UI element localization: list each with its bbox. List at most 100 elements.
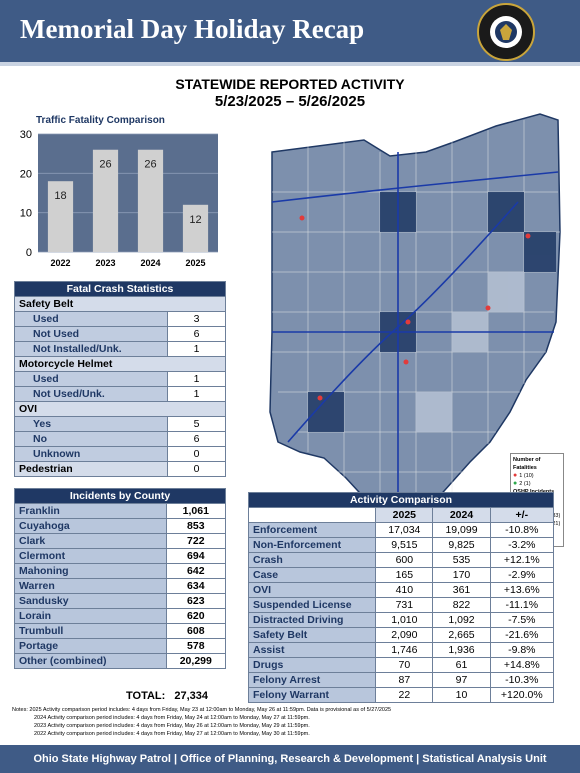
fatal-group-value: 0 — [167, 461, 226, 477]
table-row: Trumbull 608 — [14, 623, 227, 639]
activity-change: -10.8% — [489, 522, 555, 538]
activity-change: +12.1% — [489, 552, 555, 568]
county-value: 722 — [165, 533, 227, 549]
county-name: Franklin — [14, 503, 167, 519]
activity-label: Safety Belt — [247, 627, 377, 643]
activity-change: -10.3% — [489, 672, 555, 688]
table-row: Cuyahoga 853 — [14, 518, 227, 534]
fatal-row-value: 1 — [167, 341, 226, 357]
notes-block: Notes: 2025 Activity comparison period i… — [12, 706, 391, 738]
county-name: Other (combined) — [14, 653, 167, 669]
incidents-total: TOTAL: 27,334 — [126, 690, 208, 702]
y-tick-label: 20 — [20, 168, 32, 180]
x-tick-label: 2022 — [50, 258, 70, 268]
fatal-row-label: Used — [14, 371, 168, 387]
fatal-row-value: 6 — [167, 326, 226, 342]
county-name: Clermont — [14, 548, 167, 564]
table-row: Felony Warrant 22 10 +120.0% — [247, 687, 555, 703]
x-tick-label: 2023 — [95, 258, 115, 268]
activity-2025: 410 — [375, 582, 434, 598]
activity-comparison-table: Activity Comparison 2025 2024 +/- Enforc… — [247, 492, 555, 703]
activity-2025: 87 — [375, 672, 434, 688]
activity-label: OVI — [247, 582, 377, 598]
activity-label: Distracted Driving — [247, 612, 377, 628]
fatal-table-title: Fatal Crash Statistics — [14, 281, 226, 297]
activity-2025: 70 — [375, 657, 434, 673]
activity-change: -3.2% — [489, 537, 555, 553]
county-name: Clark — [14, 533, 167, 549]
activity-change: -11.1% — [489, 597, 555, 613]
activity-2025: 17,034 — [375, 522, 434, 538]
table-row: Other (combined) 20,299 — [14, 653, 227, 669]
fatal-group-label: Pedestrian — [14, 461, 168, 477]
fatal-row-label: Not Installed/Unk. — [14, 341, 168, 357]
footer-bar: Ohio State Highway Patrol | Office of Pl… — [0, 745, 580, 773]
fatal-crash-table: Fatal Crash Statistics Safety Belt Used 3 N… — [14, 281, 226, 477]
fatal-group-label: Motorcycle Helmet — [14, 356, 226, 372]
county-value: 620 — [165, 608, 227, 624]
total-value: 27,334 — [174, 690, 209, 702]
activity-2024: 61 — [432, 657, 491, 673]
table-row: Enforcement 17,034 19,099 -10.8% — [247, 522, 555, 538]
fatal-row-value: 6 — [167, 431, 226, 447]
activity-label: Enforcement — [247, 522, 377, 538]
county-value: 853 — [165, 518, 227, 534]
activity-2024: 19,099 — [432, 522, 491, 538]
activity-change: -7.5% — [489, 612, 555, 628]
county-value: 20,299 — [165, 653, 227, 669]
y-tick-label: 30 — [20, 129, 32, 141]
table-row: Franklin 1,061 — [14, 503, 227, 519]
activity-2025: 2,090 — [375, 627, 434, 643]
note-line: 2024 Activity comparison period includes… — [34, 715, 310, 721]
county-name: Mahoning — [14, 563, 167, 579]
county-value: 694 — [165, 548, 227, 564]
bar-2025 — [182, 204, 209, 252]
activity-label: Felony Arrest — [247, 672, 377, 688]
table-row: Distracted Driving 1,010 1,092 -7.5% — [247, 612, 555, 628]
bar-2022 — [47, 181, 74, 252]
fatal-row-value: 0 — [167, 446, 226, 462]
county-value: 578 — [165, 638, 227, 654]
bar-value-label: 26 — [99, 159, 111, 171]
high-incident-counties — [308, 192, 556, 432]
fatal-row-value: 5 — [167, 416, 226, 432]
county-name: Portage — [14, 638, 167, 654]
table-row: Clark 722 — [14, 533, 227, 549]
col-change: +/- — [489, 507, 555, 523]
bar-value-label: 18 — [54, 190, 66, 202]
county-value: 608 — [165, 623, 227, 639]
activity-2025: 9,515 — [375, 537, 434, 553]
chart-title: Traffic Fatality Comparison — [36, 115, 165, 126]
table-row: Lorain 620 — [14, 608, 227, 624]
report-dates: 5/23/2025 – 5/26/2025 — [214, 93, 366, 110]
bar-value-label: 12 — [189, 214, 201, 226]
fatal-row-label: Used — [14, 311, 168, 327]
table-row: OVI 410 361 +13.6% — [247, 582, 555, 598]
col-2025: 2025 — [375, 507, 434, 523]
activity-2024: 10 — [432, 687, 491, 703]
note-line: 2022 Activity comparison period includes… — [34, 731, 310, 737]
county-name: Cuyahoga — [14, 518, 167, 534]
fatal-row-label: Not Used/Unk. — [14, 386, 168, 402]
report-body: STATEWIDE REPORTED ACTIVITY 5/23/2025 – … — [8, 66, 572, 743]
bar-2023 — [92, 149, 119, 252]
x-tick-label: 2025 — [185, 258, 205, 268]
activity-2025: 165 — [375, 567, 434, 583]
fatality-bar-chart: 0 10 20 30 18 2022 26 2023 26 2024 12 2025 — [20, 129, 218, 268]
bar-2024 — [137, 149, 164, 252]
activity-label: Case — [247, 567, 377, 583]
county-name: Warren — [14, 578, 167, 594]
x-tick-label: 2024 — [140, 258, 160, 268]
activity-2024: 361 — [432, 582, 491, 598]
activity-label: Assist — [247, 642, 377, 658]
activity-change: -2.9% — [489, 567, 555, 583]
table-row: Crash 600 535 +12.1% — [247, 552, 555, 568]
table-row: Non-Enforcement 9,515 9,825 -3.2% — [247, 537, 555, 553]
county-name: Trumbull — [14, 623, 167, 639]
table-row: Felony Arrest 87 97 -10.3% — [247, 672, 555, 688]
table-row: Sandusky 623 — [14, 593, 227, 609]
interstate-lines — [271, 152, 559, 512]
activity-change: +14.8% — [489, 657, 555, 673]
activity-label: Crash — [247, 552, 377, 568]
report-title: STATEWIDE REPORTED ACTIVITY — [175, 76, 405, 92]
